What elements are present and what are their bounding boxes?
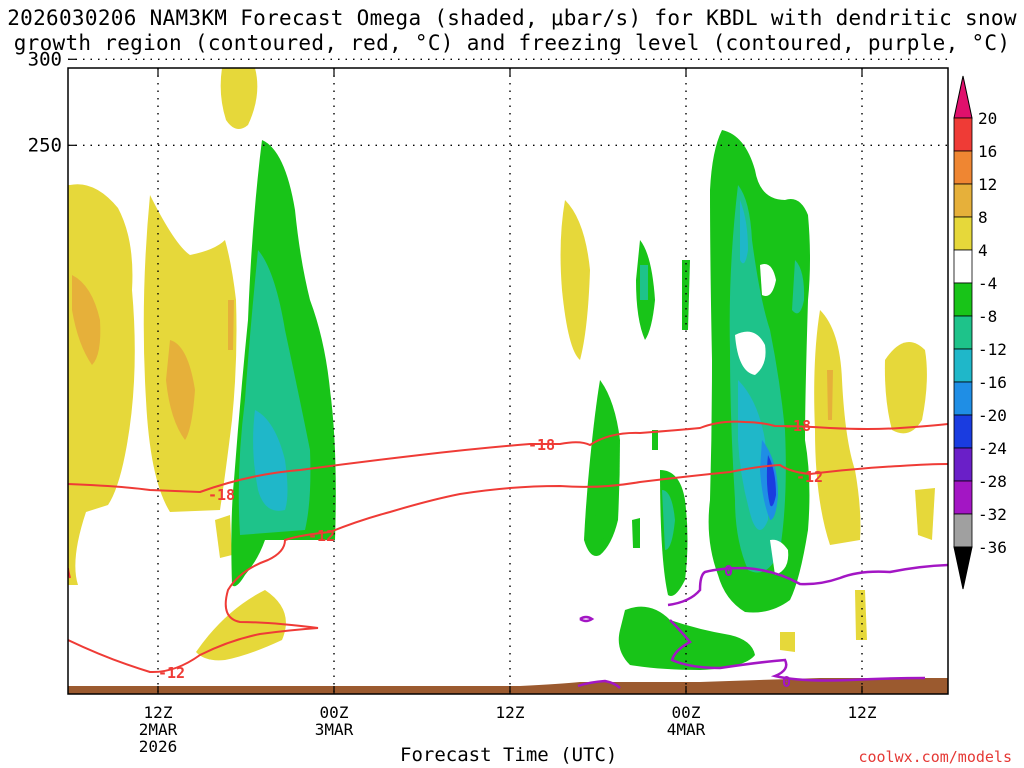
x-tick-label: 00Z [672,703,701,722]
terrain-surface [68,678,948,694]
colorbar-label: -36 [978,538,1007,557]
contour-label-freezing: 0 [782,673,791,691]
y-tick-label: 300 [28,48,62,70]
colorbar-label: -8 [978,307,997,326]
colorbar-label: -32 [978,505,1007,524]
contour-label-dendritic: -12 [796,468,823,486]
chart-title: 2026030206 NAM3KM Forecast Omega (shaded… [0,6,1024,56]
x-axis-title: Forecast Time (UTC) [400,744,618,766]
contour-label-dendritic: -18 [208,486,235,504]
x-tick-label: 12Z [144,703,173,722]
colorbar-label: 4 [978,241,988,260]
colorbar-label: 16 [978,142,997,161]
omega-shading-negative-strong [253,200,769,530]
x-tick-date-label: 3MAR [315,720,354,739]
contour-labels: -18 -12 -12 -18 -18 -12 0 0 [158,417,823,691]
colorbar-label: 20 [978,109,997,128]
colorbar-segment [953,447,973,482]
colorbar-label: 8 [978,208,988,227]
credit-text: coolwx.com/models [858,748,1012,766]
x-tick-label: 12Z [848,703,877,722]
colorbar-segment [953,315,973,350]
x-tick-date-label: 2026 [139,737,178,756]
omega-shading-negative [231,130,810,670]
colorbar-segment [953,480,973,515]
x-tick-date-label: 4MAR [667,720,706,739]
chart-title-line-1: 2026030206 NAM3KM Forecast Omega (shaded… [7,6,1017,30]
contour-label-dendritic: -12 [308,527,335,545]
colorbar: 20 16 12 8 4 -4 -8 -12 -16 -20 -24 -28 -32 -36 [953,75,1007,590]
contour-label-freezing: 0 [724,562,733,580]
colorbar-top-arrow [953,75,973,119]
colorbar-segment [953,150,973,185]
colorbar-segment [953,414,973,449]
colorbar-label: 12 [978,175,997,194]
colorbar-label: -16 [978,373,1007,392]
omega-shading-strong-positive [72,275,833,440]
omega-shading-neutral [735,264,789,575]
omega-shading-positive [68,68,935,661]
colorbar-segment [953,117,973,152]
colorbar-bottom-arrow [953,546,973,590]
plot-area [68,68,948,694]
contour-label-dendritic: -12 [158,664,185,682]
chart-title-line-2: growth region (contoured, red, °C) and f… [13,31,1011,55]
plot-frame [67,67,949,695]
colorbar-label: -4 [978,274,997,293]
colorbar-segment [953,183,973,218]
contour-label-dendritic: -18 [784,417,811,435]
colorbar-label: -12 [978,340,1007,359]
omega-shading-negative-very-strong [760,440,778,520]
y-axis: 2503003504004505005506006507007508008509… [28,48,76,156]
x-tick-label: 12Z [496,703,525,722]
colorbar-segment [953,513,973,548]
colorbar-segment [953,381,973,416]
contour-label-dendritic: -18 [528,436,555,454]
colorbar-segment [953,216,973,251]
colorbar-segment [953,282,973,317]
freezing-level-contour [577,563,948,689]
colorbar-segment [953,249,973,284]
colorbar-label: -20 [978,406,1007,425]
x-tick-label: 00Z [320,703,349,722]
y-tick-label: 250 [28,134,62,156]
colorbar-label: -24 [978,439,1007,458]
x-tick-date-label: 2MAR [139,720,178,739]
dendritic-contour-minus18 [68,420,948,494]
pressure-gridlines [68,58,948,147]
colorbar-label: -28 [978,472,1007,491]
colorbar-segment [953,348,973,383]
